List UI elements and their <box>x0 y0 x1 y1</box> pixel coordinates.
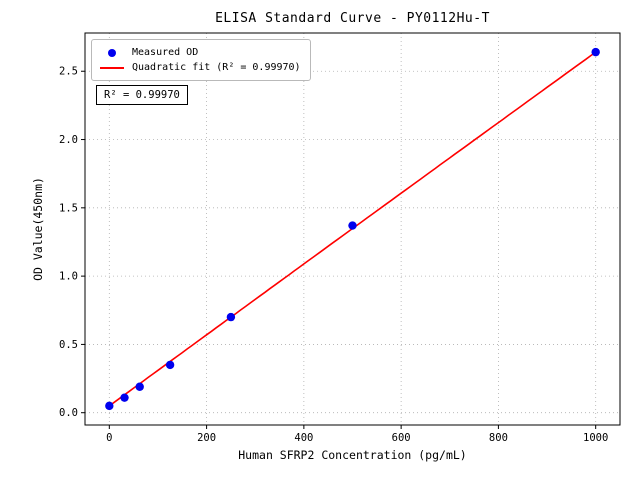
legend-handle <box>99 66 125 69</box>
measured-od-point <box>135 382 144 391</box>
x-tick-label: 0 <box>106 432 112 444</box>
y-tick-label: 2.0 <box>59 134 78 146</box>
x-tick-label: 1000 <box>583 432 608 444</box>
y-tick-label: 1.0 <box>59 271 78 283</box>
r-squared-annotation: R² = 0.99970 <box>96 85 188 105</box>
measured-od-point <box>348 221 357 230</box>
y-tick-label: 0.5 <box>59 339 78 351</box>
x-tick-label: 800 <box>489 432 508 444</box>
legend-entry-quadratic-fit: Quadratic fit (R² = 0.99970) <box>99 60 301 75</box>
y-tick-label: 2.5 <box>59 66 78 78</box>
legend: Measured OD Quadratic fit (R² = 0.99970) <box>91 39 311 81</box>
legend-entry-measured-od: Measured OD <box>99 45 301 60</box>
measured-od-dot-icon <box>108 48 116 57</box>
measured-od-point <box>165 360 175 370</box>
y-tick-label: 0.0 <box>59 407 78 419</box>
legend-label-measured-od: Measured OD <box>132 47 199 58</box>
x-axis-label: Human SFRP2 Concentration (pg/mL) <box>238 448 467 462</box>
x-tick-label: 600 <box>392 432 411 444</box>
y-axis-label: OD Value(450nm) <box>31 177 45 281</box>
measured-od-point <box>105 401 114 411</box>
measured-od-point <box>120 393 129 402</box>
measured-od-point <box>226 312 236 322</box>
legend-label-quadratic-fit: Quadratic fit (R² = 0.99970) <box>132 62 301 73</box>
x-tick-label: 200 <box>197 432 216 444</box>
chart-title: ELISA Standard Curve - PY0112Hu-T <box>215 11 490 26</box>
x-tick-label: 400 <box>294 432 313 444</box>
quadratic-fit-line-icon <box>100 66 124 69</box>
legend-handle <box>99 48 125 57</box>
measured-od-point <box>591 47 600 57</box>
y-tick-label: 1.5 <box>59 202 78 214</box>
